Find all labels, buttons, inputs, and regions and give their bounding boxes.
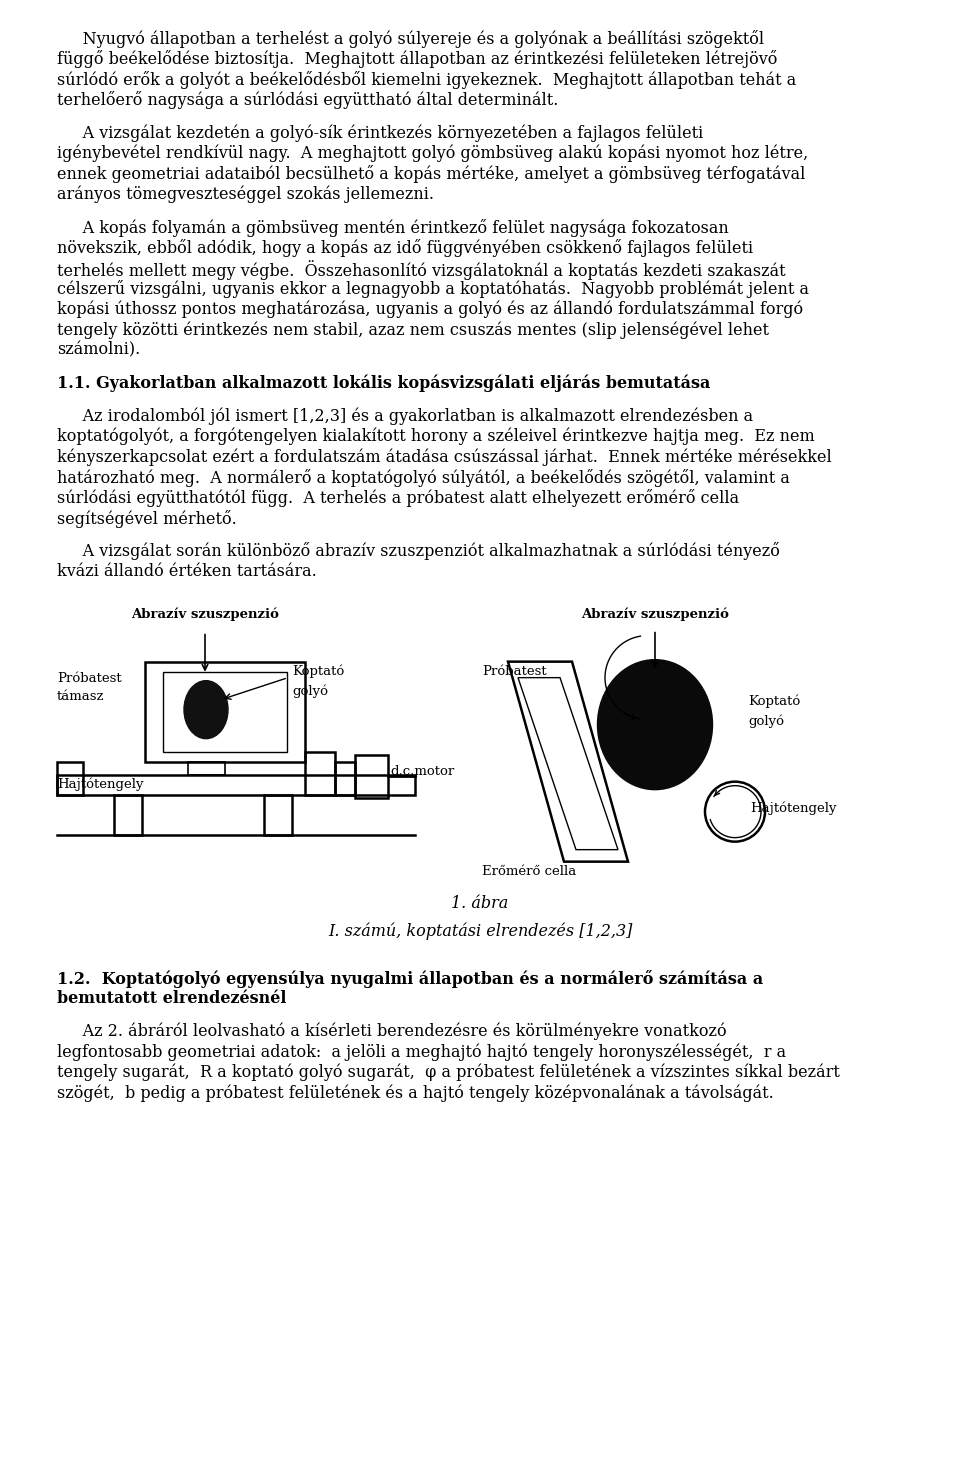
Text: tengely sugarát,  R a koptató golyó sugarát,  φ a próbatest felületének a vízszi: tengely sugarát, R a koptató golyó sugar… xyxy=(57,1064,840,1082)
Text: golyó: golyó xyxy=(292,684,328,699)
Text: arányos tömegveszteséggel szokás jellemezni.: arányos tömegveszteséggel szokás jelleme… xyxy=(57,186,434,203)
Text: tengely közötti érintkezés nem stabil, azaz nem csuszás mentes (slip jelenségéve: tengely közötti érintkezés nem stabil, a… xyxy=(57,321,769,339)
Text: függő beékelődése biztosítja.  Meghajtott állapotban az érintkezési felületeken : függő beékelődése biztosítja. Meghajtott… xyxy=(57,50,778,69)
Text: célszerű vizsgálni, ugyanis ekkor a legnagyobb a koptatóhatás.  Nagyobb problémá: célszerű vizsgálni, ugyanis ekkor a legn… xyxy=(57,280,809,298)
Bar xyxy=(264,794,292,835)
Text: Abrazív szuszpenzió: Abrazív szuszpenzió xyxy=(132,608,279,621)
Text: ennek geometriai adataiból becsülhető a kopás mértéke, amelyet a gömbsüveg térfo: ennek geometriai adataiból becsülhető a … xyxy=(57,166,805,184)
Text: 1. ábra: 1. ábra xyxy=(451,894,509,912)
Text: A kopás folyamán a gömbsüveg mentén érintkező felület nagysága fokozatosan: A kopás folyamán a gömbsüveg mentén érin… xyxy=(57,219,729,236)
Text: kvázi állandó értéken tartására.: kvázi állandó értéken tartására. xyxy=(57,564,317,580)
Bar xyxy=(57,762,83,794)
Text: I. számú, koptatási elrendezés [1,2,3]: I. számú, koptatási elrendezés [1,2,3] xyxy=(327,923,633,940)
Bar xyxy=(145,662,305,762)
Text: A vizsgálat kezdetén a golyó-sík érintkezés környezetében a fajlagos felületi: A vizsgálat kezdetén a golyó-sík érintke… xyxy=(57,125,704,142)
Text: szögét,  b pedig a próbatest felületének és a hajtó tengely középvonalának a táv: szögét, b pedig a próbatest felületének … xyxy=(57,1085,774,1102)
Text: legfontosabb geometriai adatok:  a jelöli a meghajtó hajtó tengely horonyszéless: legfontosabb geometriai adatok: a jelöli… xyxy=(57,1044,786,1061)
Text: számolni).: számolni). xyxy=(57,342,140,358)
Ellipse shape xyxy=(597,659,712,790)
Text: terhelés mellett megy végbe.  Összehasonlító vizsgálatoknál a koptatás kezdeti s: terhelés mellett megy végbe. Összehasonl… xyxy=(57,260,785,279)
Text: Abrazív szuszpenzió: Abrazív szuszpenzió xyxy=(581,608,729,621)
Text: kényszerkapcsolat ezért a fordulatszám átadása csúszással járhat.  Ennek mértéke: kényszerkapcsolat ezért a fordulatszám á… xyxy=(57,448,831,465)
Bar xyxy=(335,762,355,794)
Text: támasz: támasz xyxy=(57,690,105,703)
Text: növekszik, ebből adódik, hogy a kopás az idő függvényében csökkenő fajlagos felü: növekszik, ebből adódik, hogy a kopás az… xyxy=(57,239,754,257)
Text: golyó: golyó xyxy=(748,715,784,728)
Bar xyxy=(57,775,415,794)
Text: Koptató: Koptató xyxy=(748,694,801,708)
Bar xyxy=(305,752,335,794)
Bar xyxy=(355,755,388,797)
Text: Hajtótengely: Hajtótengely xyxy=(57,778,143,791)
Text: igénybevétel rendkívül nagy.  A meghajtott golyó gömbsüveg alakú kopási nyomot h: igénybevétel rendkívül nagy. A meghajtot… xyxy=(57,145,808,163)
Text: segítségével mérhető.: segítségével mérhető. xyxy=(57,509,237,527)
Text: 1.1. Gyakorlatban alkalmazott lokális kopásvizsgálati eljárás bemutatása: 1.1. Gyakorlatban alkalmazott lokális ko… xyxy=(57,374,710,392)
Text: határozható meg.  A normálerő a koptatógolyó súlyától, a beékelődés szögétől, va: határozható meg. A normálerő a koptatógo… xyxy=(57,468,790,487)
Text: Az irodalomból jól ismert [1,2,3] és a gyakorlatban is alkalmazott elrendezésben: Az irodalomból jól ismert [1,2,3] és a g… xyxy=(57,407,754,424)
Text: bemutatott elrendezésnél: bemutatott elrendezésnél xyxy=(57,989,286,1007)
Text: Az 2. ábráról leolvasható a kísérleti berendezésre és körülményekre vonatkozó: Az 2. ábráról leolvasható a kísérleti be… xyxy=(57,1023,727,1041)
Text: koptatógolyót, a forgótengelyen kialakított horony a széleivel érintkezve hajtja: koptatógolyót, a forgótengelyen kialakít… xyxy=(57,427,815,445)
Text: terhelőerő nagysága a súrlódási együttható által determinált.: terhelőerő nagysága a súrlódási együttha… xyxy=(57,91,559,110)
Text: Erőmérő cella: Erőmérő cella xyxy=(482,865,576,878)
Text: Nyugvó állapotban a terhelést a golyó súlyereje és a golyónak a beállítási szöge: Nyugvó állapotban a terhelést a golyó sú… xyxy=(57,29,764,48)
Text: Koptató: Koptató xyxy=(292,665,345,678)
Text: d.c.motor: d.c.motor xyxy=(390,765,454,778)
Text: A vizsgálat során különböző abrazív szuszpenziót alkalmazhatnak a súrlódási tény: A vizsgálat során különböző abrazív szus… xyxy=(57,543,780,561)
Text: Hajtótengely: Hajtótengely xyxy=(750,802,836,815)
Text: súrlódó erők a golyót a beékelődésből kiemelni igyekeznek.  Meghajtott állapotba: súrlódó erők a golyót a beékelődésből ki… xyxy=(57,70,796,90)
Text: kopási úthossz pontos meghatározása, ugyanis a golyó és az állandó fordulatszámm: kopási úthossz pontos meghatározása, ugy… xyxy=(57,301,804,319)
Ellipse shape xyxy=(184,681,228,738)
Bar xyxy=(114,794,142,835)
Text: 1.2.  Koptatógolyó egyensúlya nyugalmi állapotban és a normálerő számítása a: 1.2. Koptatógolyó egyensúlya nyugalmi ál… xyxy=(57,970,763,988)
Text: Próbatest: Próbatest xyxy=(57,672,122,684)
Bar xyxy=(163,672,287,752)
Text: súrlódási együtthatótól függ.  A terhelés a próbatest alatt elhelyezett erőmérő : súrlódási együtthatótól függ. A terhelés… xyxy=(57,489,739,508)
Bar xyxy=(188,762,225,775)
Text: Próbatest: Próbatest xyxy=(482,665,546,678)
